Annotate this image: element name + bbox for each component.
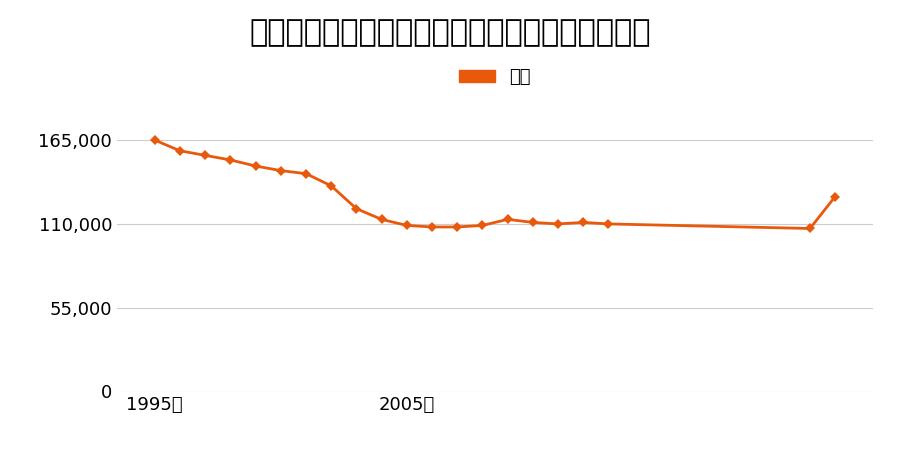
Legend: 価格: 価格 [452,61,538,94]
Text: 愛知県名古屋市南区白水町３６番２５の地価推移: 愛知県名古屋市南区白水町３６番２５の地価推移 [249,18,651,47]
